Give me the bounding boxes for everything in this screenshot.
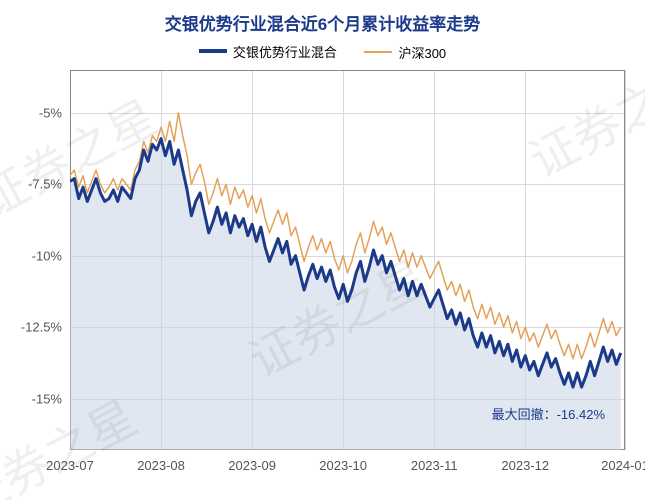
plot-svg (70, 70, 625, 450)
x-tick-label: 2023-12 (501, 458, 549, 473)
max-drawdown-label: 最大回撤：-16.42% (492, 404, 605, 423)
x-tick-label: 2023-10 (319, 458, 367, 473)
y-tick-label: -10% (32, 248, 62, 263)
x-tick-label: 2023-11 (411, 458, 458, 473)
y-tick-label: -5% (39, 105, 62, 120)
legend: 交银优势行业混合 沪深300 (0, 41, 645, 62)
legend-swatch-main (199, 49, 227, 53)
x-tick-label: 2023-08 (137, 458, 185, 473)
plot-area: -5%-7.5%-10%-12.5%-15% 2023-072023-08202… (70, 70, 625, 450)
x-tick-label: 2023-07 (46, 458, 94, 473)
y-tick-label: -12.5% (21, 320, 62, 335)
drawdown-value: -16.42% (557, 407, 605, 422)
y-tick-label: -15% (32, 391, 62, 406)
y-tick-label: -7.5% (28, 177, 62, 192)
chart-title: 交银优势行业混合近6个月累计收益率走势 (0, 0, 645, 35)
legend-swatch-benchmark (364, 51, 392, 53)
drawdown-prefix: 最大回撤： (492, 407, 557, 422)
x-tick-label: 2024-01 (601, 458, 645, 473)
legend-item-benchmark: 沪深300 (364, 43, 446, 62)
legend-label-main: 交银优势行业混合 (233, 42, 337, 61)
x-tick-label: 2023-09 (228, 458, 276, 473)
legend-item-main: 交银优势行业混合 (199, 42, 337, 61)
chart-container: 交银优势行业混合近6个月累计收益率走势 交银优势行业混合 沪深300 -5%-7… (0, 0, 645, 500)
legend-label-benchmark: 沪深300 (398, 43, 446, 62)
